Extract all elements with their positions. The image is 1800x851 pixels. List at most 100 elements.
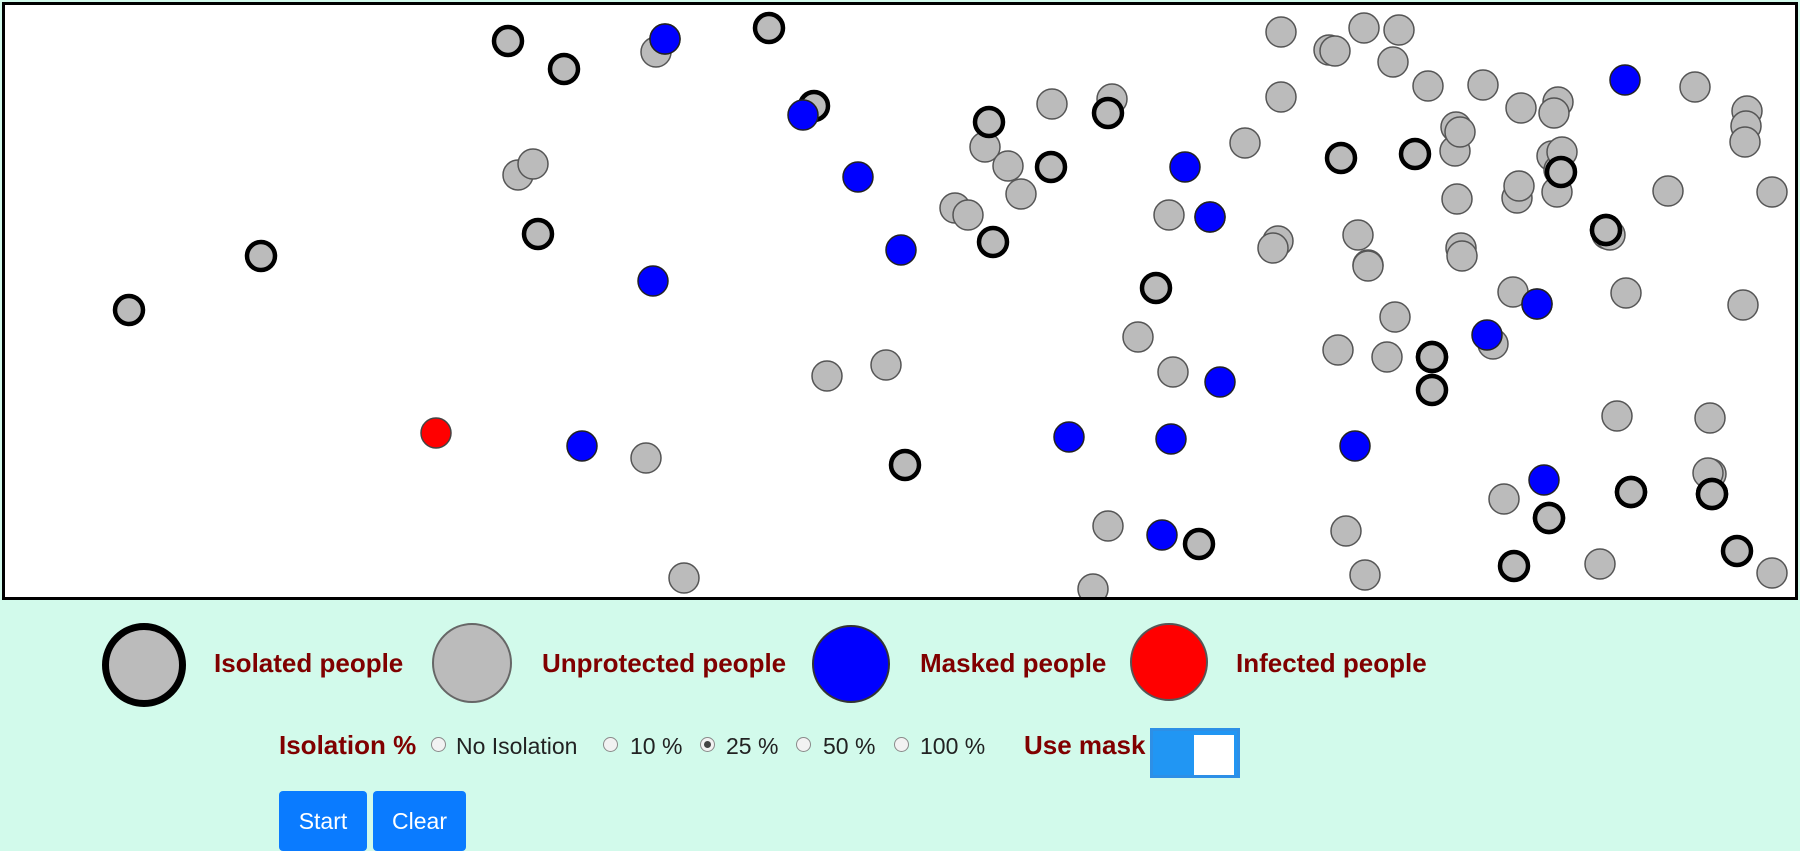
- masked-people-label: Masked people: [920, 648, 1107, 678]
- masked-person: [787, 99, 819, 131]
- use-mask-toggle[interactable]: [1150, 728, 1240, 778]
- unprotected-person: [811, 360, 843, 392]
- unprotected-person: [1444, 116, 1476, 148]
- isolation-option-10-label[interactable]: 10 %: [630, 733, 683, 759]
- masked-person: [1155, 423, 1187, 455]
- unprotected-person: [1503, 170, 1535, 202]
- unprotected-person: [1349, 559, 1381, 591]
- unprotected-person: [1727, 289, 1759, 321]
- unprotected-person: [1412, 70, 1444, 102]
- unprotected-person: [1319, 35, 1351, 67]
- unprotected-person: [1729, 126, 1761, 158]
- masked-person: [1471, 319, 1503, 351]
- isolated-people-label: Isolated people: [214, 648, 404, 678]
- isolation-option-50-label[interactable]: 50 %: [823, 733, 876, 759]
- unprotected-person: [1092, 510, 1124, 542]
- isolated-person: [1139, 271, 1173, 305]
- masked-person: [649, 23, 681, 55]
- unprotected-person: [1342, 219, 1374, 251]
- isolation-radio-10[interactable]: [603, 737, 618, 752]
- unprotected-person: [1756, 557, 1788, 589]
- infected-people-swatch: [1130, 623, 1208, 701]
- isolated-person: [521, 217, 555, 251]
- simulation-people-layer: [112, 11, 1788, 597]
- isolated-person: [1497, 549, 1531, 583]
- unprotected-person: [1036, 88, 1068, 120]
- masked-people-swatch: [812, 625, 890, 703]
- masked-person: [1169, 151, 1201, 183]
- unprotected-person: [1441, 183, 1473, 215]
- isolated-person: [1034, 150, 1068, 184]
- isolation-radio-50[interactable]: [796, 737, 811, 752]
- unprotected-person: [1610, 277, 1642, 309]
- unprotected-person: [1467, 69, 1499, 101]
- isolated-person: [1398, 137, 1432, 171]
- isolated-person: [1532, 501, 1566, 535]
- unprotected-person: [1077, 573, 1109, 597]
- isolated-person: [976, 225, 1010, 259]
- unprotected-person: [1601, 400, 1633, 432]
- isolation-option-none-label[interactable]: No Isolation: [456, 733, 578, 759]
- isolation-radio-100[interactable]: [894, 737, 909, 752]
- unprotected-person: [1538, 97, 1570, 129]
- unprotected-person: [1488, 483, 1520, 515]
- unprotected-person: [1756, 176, 1788, 208]
- unprotected-person: [1679, 71, 1711, 103]
- unprotected-person: [1348, 12, 1380, 44]
- use-mask-label: Use mask: [1024, 730, 1146, 760]
- unprotected-person: [1157, 356, 1189, 388]
- isolated-person: [752, 11, 786, 45]
- isolated-person: [1182, 527, 1216, 561]
- infected-person: [420, 417, 452, 449]
- unprotected-person: [870, 349, 902, 381]
- isolation-option-25-label[interactable]: 25 %: [726, 733, 779, 759]
- clear-button[interactable]: Clear: [373, 791, 466, 851]
- isolated-person: [1589, 213, 1623, 247]
- unprotected-person: [1005, 178, 1037, 210]
- unprotected-person: [1322, 334, 1354, 366]
- isolated-person: [244, 239, 278, 273]
- masked-person: [1609, 64, 1641, 96]
- isolation-label: Isolation %: [279, 730, 417, 760]
- unprotected-people-swatch: [432, 623, 512, 703]
- isolated-person: [491, 24, 525, 58]
- unprotected-person: [1265, 81, 1297, 113]
- unprotected-person: [1694, 402, 1726, 434]
- unprotected-person: [1229, 127, 1261, 159]
- isolated-person: [112, 293, 146, 327]
- masked-person: [1528, 464, 1560, 496]
- masked-person: [1146, 519, 1178, 551]
- masked-person: [842, 161, 874, 193]
- unprotected-person: [952, 199, 984, 231]
- unprotected-person: [1377, 46, 1409, 78]
- unprotected-person: [1153, 199, 1185, 231]
- isolated-person: [1324, 141, 1358, 175]
- unprotected-person: [992, 150, 1024, 182]
- isolated-person: [888, 448, 922, 482]
- isolation-radio-none[interactable]: [431, 737, 446, 752]
- isolated-person: [1415, 373, 1449, 407]
- unprotected-person: [1330, 515, 1362, 547]
- controls: Isolation % No Isolation 10 % 25 % 50 % …: [0, 726, 1800, 778]
- isolated-person: [1415, 340, 1449, 374]
- unprotected-person: [1584, 548, 1616, 580]
- isolated-person: [972, 105, 1006, 139]
- masked-person: [1521, 288, 1553, 320]
- masked-person: [1339, 430, 1371, 462]
- start-button[interactable]: Start: [279, 791, 367, 851]
- masked-person: [1053, 421, 1085, 453]
- isolation-option-100-label[interactable]: 100 %: [920, 733, 986, 759]
- isolated-person: [547, 52, 581, 86]
- unprotected-person: [517, 148, 549, 180]
- unprotected-person: [1505, 92, 1537, 124]
- legend: Isolated people Unprotected people Maske…: [0, 618, 1800, 708]
- isolated-person: [1091, 96, 1125, 130]
- unprotected-person: [1265, 16, 1297, 48]
- toggle-knob[interactable]: [1194, 735, 1234, 775]
- isolated-person: [1544, 155, 1578, 189]
- unprotected-person: [668, 562, 700, 594]
- infected-people-label: Infected people: [1236, 648, 1427, 678]
- unprotected-person: [1652, 175, 1684, 207]
- unprotected-person: [1352, 250, 1384, 282]
- isolation-radio-25[interactable]: [700, 737, 715, 752]
